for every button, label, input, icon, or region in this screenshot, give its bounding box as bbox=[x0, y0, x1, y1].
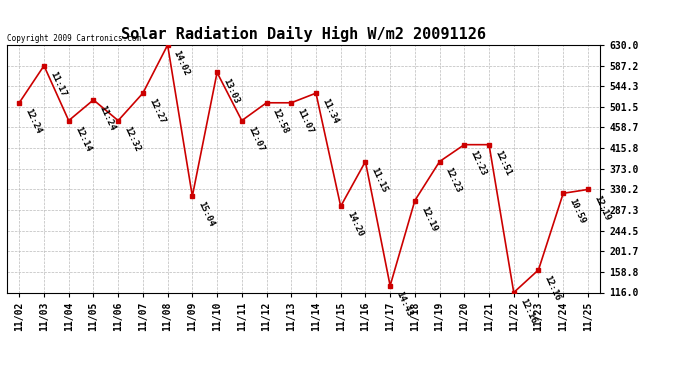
Text: 12:23: 12:23 bbox=[444, 166, 463, 194]
Text: 12:24: 12:24 bbox=[23, 107, 43, 135]
Text: 12:14: 12:14 bbox=[73, 125, 92, 153]
Text: 12:51: 12:51 bbox=[493, 149, 513, 177]
Text: 11:34: 11:34 bbox=[320, 98, 339, 126]
Text: 12:32: 12:32 bbox=[122, 125, 142, 153]
Text: 10:59: 10:59 bbox=[567, 198, 587, 226]
Text: 12:19: 12:19 bbox=[592, 194, 611, 222]
Text: 11:24: 11:24 bbox=[97, 104, 117, 132]
Text: 12:23: 12:23 bbox=[469, 149, 488, 177]
Text: 15:04: 15:04 bbox=[197, 200, 216, 228]
Text: 14:20: 14:20 bbox=[345, 210, 364, 238]
Text: 11:15: 11:15 bbox=[370, 166, 389, 194]
Text: 14:02: 14:02 bbox=[172, 49, 191, 77]
Text: 12:16: 12:16 bbox=[518, 297, 538, 325]
Text: 11:17: 11:17 bbox=[48, 70, 68, 98]
Title: Solar Radiation Daily High W/m2 20091126: Solar Radiation Daily High W/m2 20091126 bbox=[121, 27, 486, 42]
Text: 12:58: 12:58 bbox=[270, 107, 290, 135]
Text: 14:43: 14:43 bbox=[394, 290, 414, 318]
Text: 12:07: 12:07 bbox=[246, 125, 266, 153]
Text: 12:19: 12:19 bbox=[419, 205, 439, 233]
Text: Copyright 2009 Cartronics.com: Copyright 2009 Cartronics.com bbox=[7, 33, 141, 42]
Text: 12:27: 12:27 bbox=[147, 98, 166, 126]
Text: 12:16: 12:16 bbox=[542, 274, 562, 302]
Text: 13:03: 13:03 bbox=[221, 76, 241, 105]
Text: 11:07: 11:07 bbox=[295, 107, 315, 135]
